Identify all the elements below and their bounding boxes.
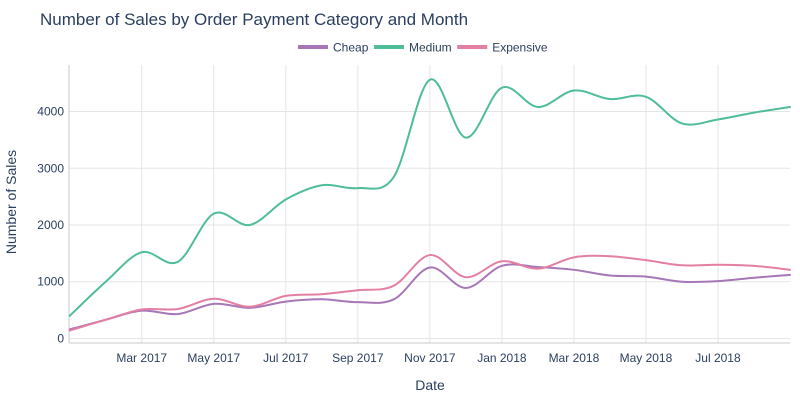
legend-label: Expensive: [492, 41, 548, 55]
y-tick-label: 3000: [37, 161, 64, 175]
y-axis-title: Number of Sales: [3, 150, 19, 254]
series-line-expensive[interactable]: [68, 254, 791, 332]
x-tick-label: May 2017: [187, 351, 240, 365]
x-tick-label: Nov 2017: [404, 351, 456, 365]
legend-item-expensive[interactable]: Expensive: [457, 41, 548, 55]
legend-item-medium[interactable]: Medium: [374, 41, 452, 55]
x-tick-label: May 2018: [620, 351, 673, 365]
x-tick-label: Mar 2018: [549, 351, 600, 365]
legend-item-cheap[interactable]: Cheap: [298, 41, 369, 55]
x-tick-label: Jul 2017: [263, 351, 309, 365]
y-tick-label: 1000: [37, 275, 64, 289]
x-tick-label: Sep 2017: [332, 351, 384, 365]
legend-label: Cheap: [333, 41, 369, 55]
tick-labels: Mar 2017 May 2017 Jul 2017 Sep 2017 Nov 2017…: [37, 105, 741, 365]
y-tick-label: 0: [57, 331, 64, 345]
x-tick-label: Jan 2018: [477, 351, 527, 365]
x-tick-label: Jul 2018: [695, 351, 741, 365]
legend: Cheap Medium Expensive: [298, 41, 548, 55]
series-line-medium[interactable]: [68, 78, 791, 317]
x-axis-title: Date: [415, 377, 445, 393]
x-tick-label: Mar 2017: [116, 351, 167, 365]
chart-title: Number of Sales by Order Payment Categor…: [40, 10, 468, 29]
y-tick-label: 2000: [37, 218, 64, 232]
series-layer: [68, 78, 791, 332]
grid: [68, 65, 790, 344]
y-tick-label: 4000: [37, 105, 64, 119]
legend-label: Medium: [409, 41, 452, 55]
series-line-cheap[interactable]: [68, 263, 791, 331]
